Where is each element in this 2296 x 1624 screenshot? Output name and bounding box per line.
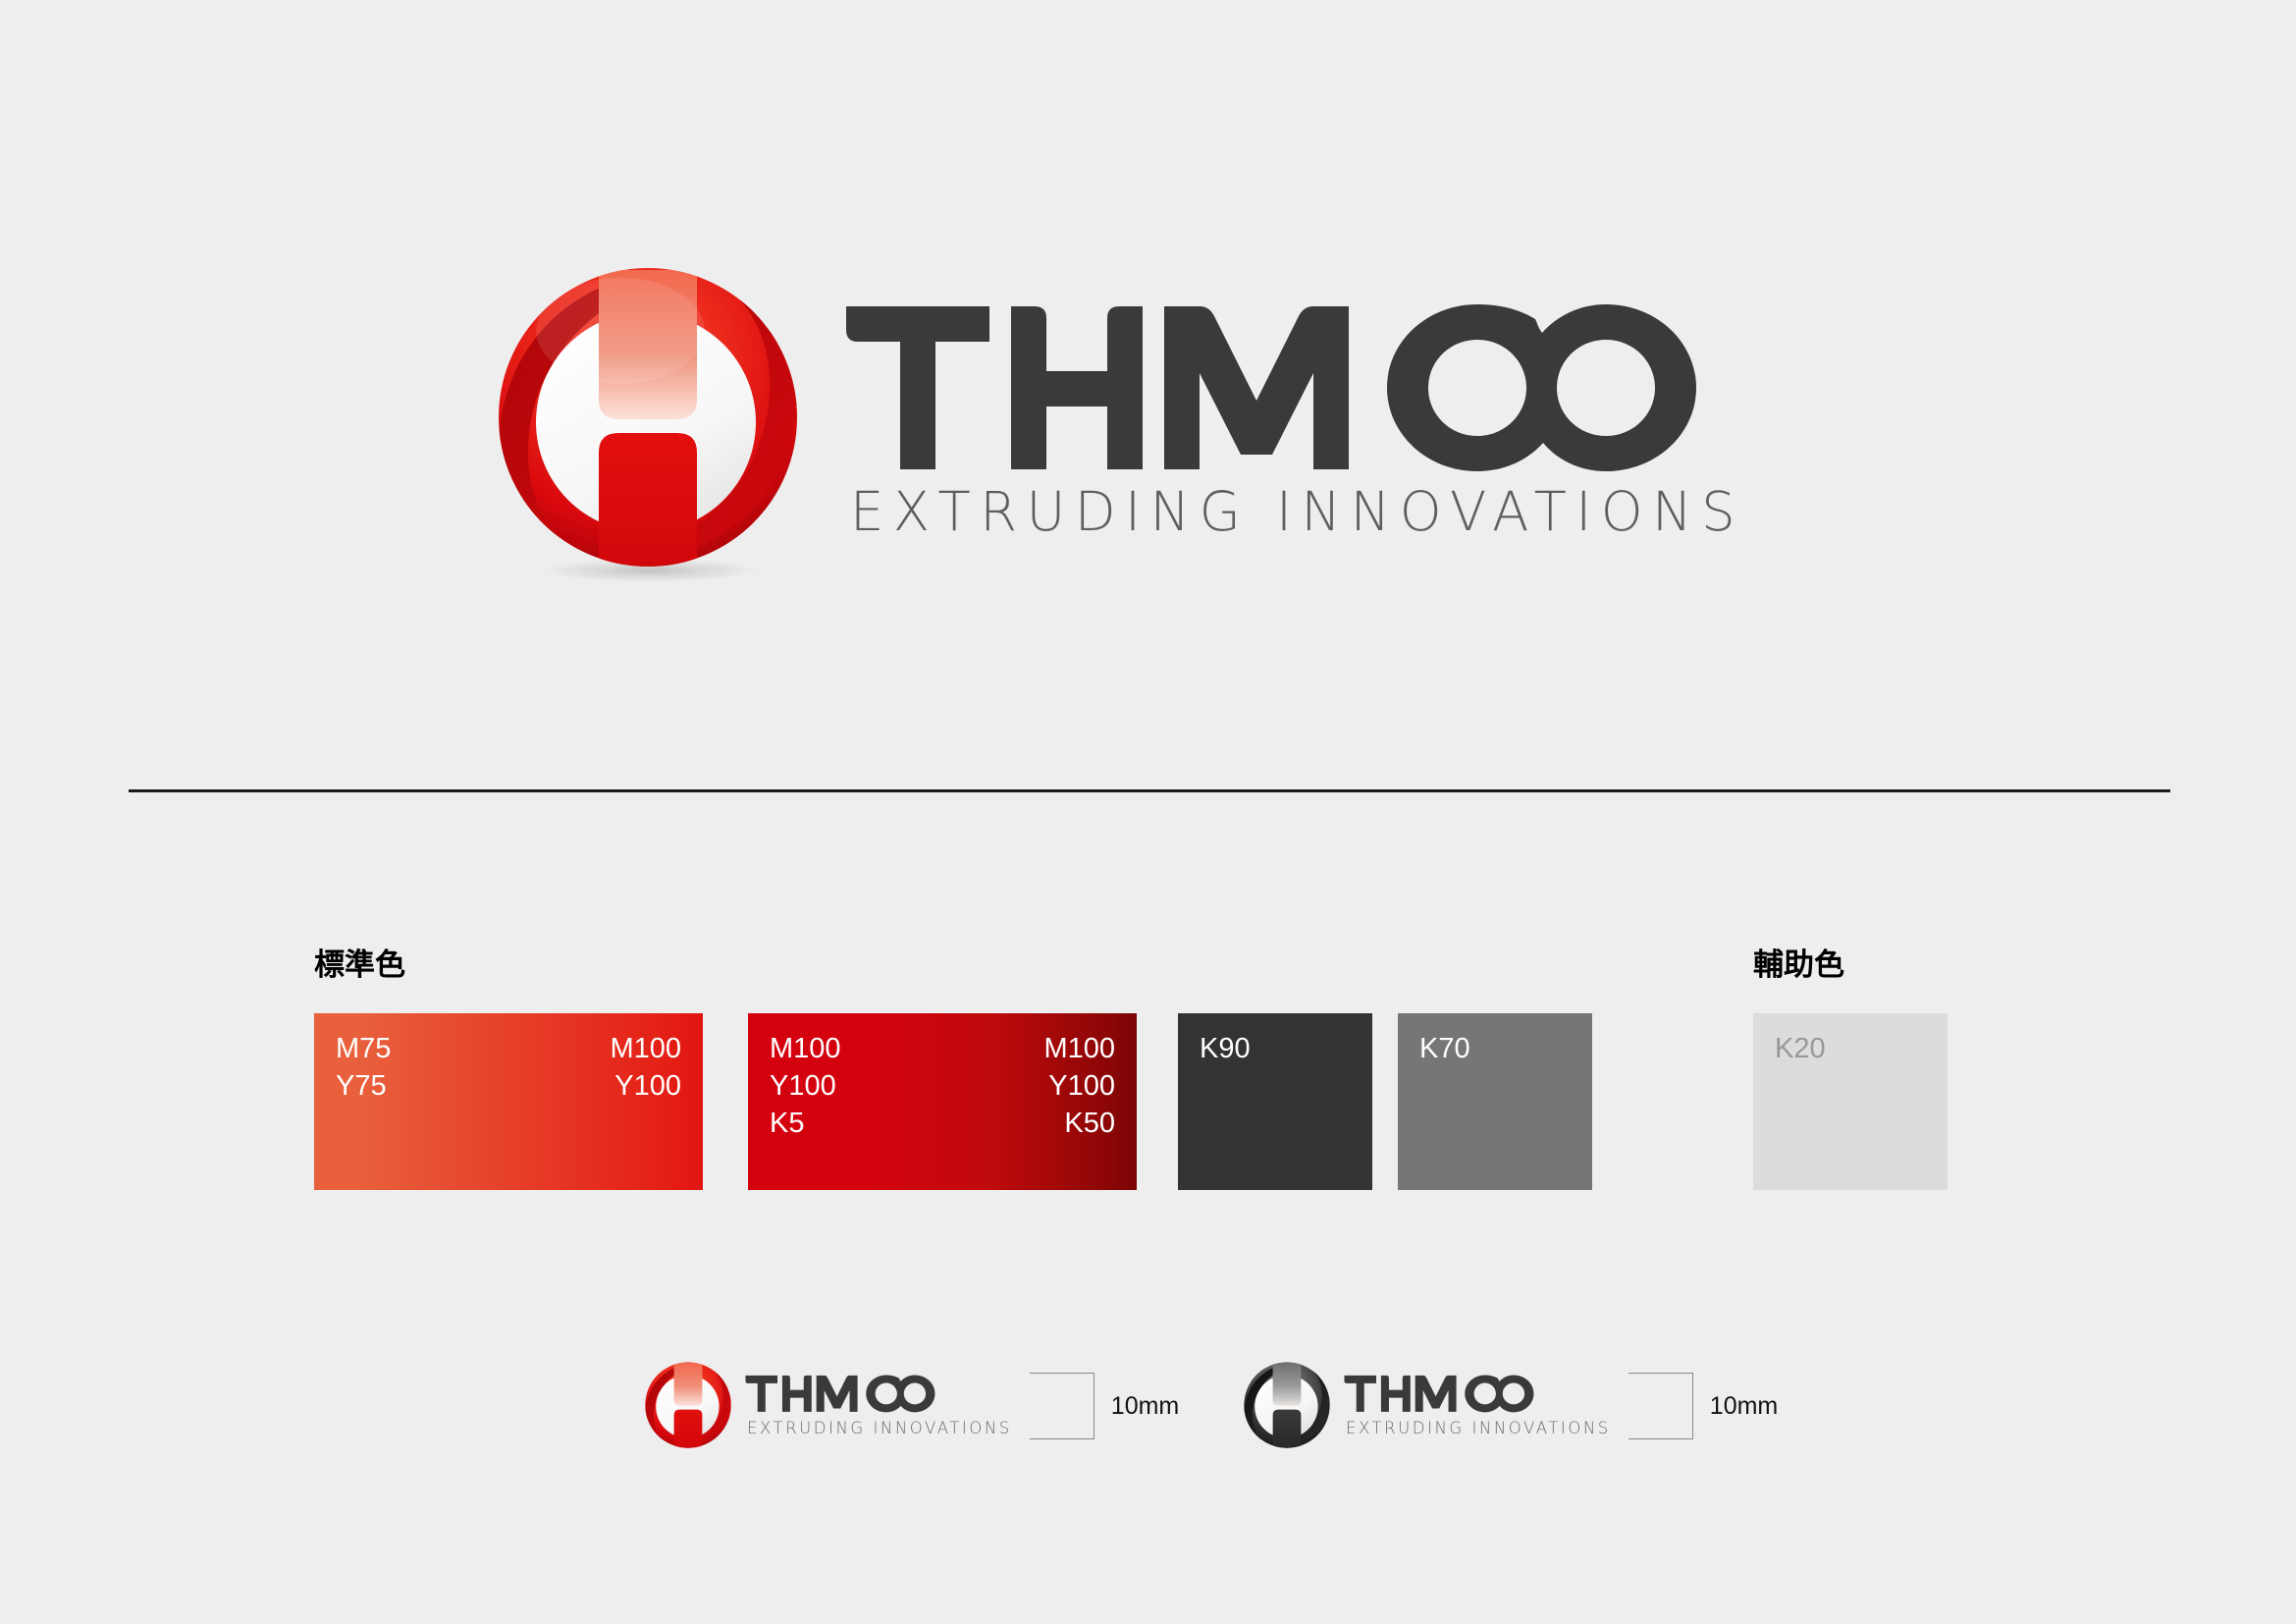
minimum-size-bracket bbox=[1029, 1373, 1095, 1439]
primary-logo-lockup: EXTRUDING INNOVATIONS bbox=[491, 250, 1865, 594]
swatch-label-left: K20 bbox=[1775, 1033, 1826, 1064]
lockup-wordmark-and-tagline: EXTRUDING INNOVATIONS bbox=[745, 1375, 1012, 1437]
color-swatch-k70: K70 bbox=[1398, 1013, 1592, 1190]
wordmark-thmco bbox=[844, 302, 1787, 474]
tagline: EXTRUDING INNOVATIONS bbox=[850, 479, 1745, 543]
swatch-label-right: M100 Y100 bbox=[610, 1033, 681, 1102]
swatch-label-left: M75 Y75 bbox=[336, 1033, 392, 1102]
swatch-label-left: M100 Y100 K5 bbox=[770, 1033, 841, 1139]
swatch-label-left: K70 bbox=[1419, 1033, 1470, 1064]
wordmark-and-tagline: EXTRUDING INNOVATIONS bbox=[844, 302, 1787, 543]
minimum-size-label: 10mm bbox=[1110, 1391, 1180, 1420]
minimum-size-label: 10mm bbox=[1709, 1391, 1779, 1420]
thmco-sphere-h-mark-small-color bbox=[643, 1360, 733, 1453]
primary-colors-heading: 標準色 bbox=[314, 947, 405, 983]
lockup-tagline: EXTRUDING INNOVATIONS bbox=[1346, 1419, 1611, 1437]
minimum-size-lockup-mono: EXTRUDING INNOVATIONS 10mm bbox=[1242, 1347, 1778, 1465]
auxiliary-colors-heading: 輔助色 bbox=[1753, 947, 1844, 983]
swatch-label-left: K90 bbox=[1200, 1033, 1251, 1064]
lockup-wordmark-and-tagline: EXTRUDING INNOVATIONS bbox=[1344, 1375, 1611, 1437]
lockup-tagline: EXTRUDING INNOVATIONS bbox=[747, 1419, 1012, 1437]
thmco-sphere-h-mark-small-mono bbox=[1242, 1360, 1332, 1453]
color-swatch-primary-gradient-2: M100 Y100 K5 M100 Y100 K50 bbox=[748, 1013, 1137, 1190]
section-divider bbox=[129, 789, 2170, 792]
minimum-size-bracket bbox=[1628, 1373, 1693, 1439]
color-swatch-primary-gradient-1: M75 Y75 M100 Y100 bbox=[314, 1013, 703, 1190]
color-swatch-k20: K20 bbox=[1753, 1013, 1948, 1190]
swatch-label-right: M100 Y100 K50 bbox=[1043, 1033, 1115, 1139]
minimum-size-lockup-color: EXTRUDING INNOVATIONS 10mm bbox=[643, 1347, 1179, 1465]
wordmark-thmco-small bbox=[745, 1375, 1012, 1418]
wordmark-thmco-small-mono bbox=[1344, 1375, 1611, 1418]
thmco-sphere-h-mark bbox=[491, 260, 805, 584]
color-swatch-k90: K90 bbox=[1178, 1013, 1372, 1190]
